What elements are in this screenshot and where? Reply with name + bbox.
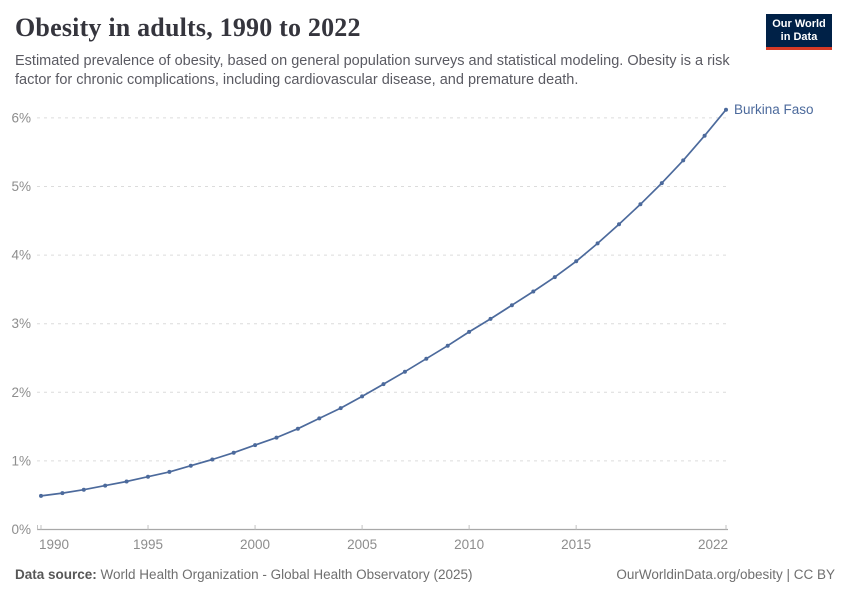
- data-point: [467, 329, 472, 334]
- data-point: [295, 426, 300, 431]
- data-point: [60, 491, 65, 496]
- data-point: [317, 416, 322, 421]
- data-point: [39, 493, 43, 498]
- data-point: [509, 303, 514, 308]
- data-point: [274, 435, 279, 440]
- data-point: [381, 382, 386, 387]
- chart-footer: Data source: World Health Organization -…: [15, 567, 835, 582]
- data-point: [445, 343, 450, 348]
- chart-subtitle: Estimated prevalence of obesity, based o…: [15, 53, 730, 88]
- y-tick-label: 2%: [11, 385, 31, 400]
- x-tick-label: 1990: [39, 537, 69, 552]
- data-point: [402, 369, 407, 374]
- data-point: [724, 107, 728, 112]
- data-point: [167, 469, 172, 474]
- owid-logo-line1: Our World: [772, 18, 826, 30]
- y-tick-label: 3%: [11, 316, 31, 331]
- license-link[interactable]: OurWorldinData.org/obesity | CC BY: [616, 567, 835, 582]
- entity-label: Burkina Faso: [734, 102, 814, 117]
- data-point: [531, 289, 536, 294]
- data-point: [638, 202, 643, 207]
- data-point: [702, 133, 707, 138]
- x-tick-label: 2000: [240, 537, 270, 552]
- y-tick-label: 5%: [11, 179, 31, 194]
- y-tick-label: 1%: [11, 453, 31, 468]
- data-point: [124, 479, 129, 484]
- data-source: Data source: World Health Organization -…: [15, 567, 472, 582]
- y-tick-label: 6%: [11, 110, 31, 125]
- data-point: [188, 463, 193, 468]
- data-point: [552, 275, 557, 280]
- data-point: [659, 181, 664, 186]
- chart-title: Obesity in adults, 1990 to 2022: [15, 13, 361, 42]
- data-series: [39, 107, 728, 498]
- data-point: [595, 241, 600, 246]
- y-tick-label: 4%: [11, 248, 31, 263]
- y-tick-label: 0%: [11, 522, 31, 537]
- y-axis: 0% 1% 2% 3% 4% 5% 6%: [11, 110, 728, 537]
- owid-logo-line2: in Data: [780, 31, 818, 43]
- data-point: [360, 394, 365, 399]
- data-source-text: World Health Organization - Global Healt…: [100, 567, 473, 582]
- data-point: [488, 316, 493, 321]
- data-point: [681, 158, 686, 163]
- data-point: [231, 450, 236, 455]
- data-point: [146, 474, 150, 479]
- data-source-label: Data source:: [15, 567, 97, 582]
- data-point: [253, 443, 258, 448]
- x-tick-label: 2022: [698, 537, 728, 552]
- data-point: [574, 259, 579, 264]
- data-point: [210, 457, 215, 462]
- x-tick-label: 2010: [454, 537, 484, 552]
- data-point: [103, 483, 108, 488]
- data-point: [338, 406, 343, 411]
- data-point: [424, 356, 429, 361]
- x-axis: 1990 1995 2000 2005 2010 2015 2022: [37, 525, 728, 552]
- owid-logo[interactable]: Our World in Data: [766, 14, 832, 50]
- x-tick-label: 2015: [561, 537, 591, 552]
- x-tick-label: 2005: [347, 537, 377, 552]
- data-point: [617, 222, 621, 227]
- data-line: [40, 109, 727, 497]
- x-tick-label: 1995: [133, 537, 163, 552]
- data-point: [81, 487, 86, 492]
